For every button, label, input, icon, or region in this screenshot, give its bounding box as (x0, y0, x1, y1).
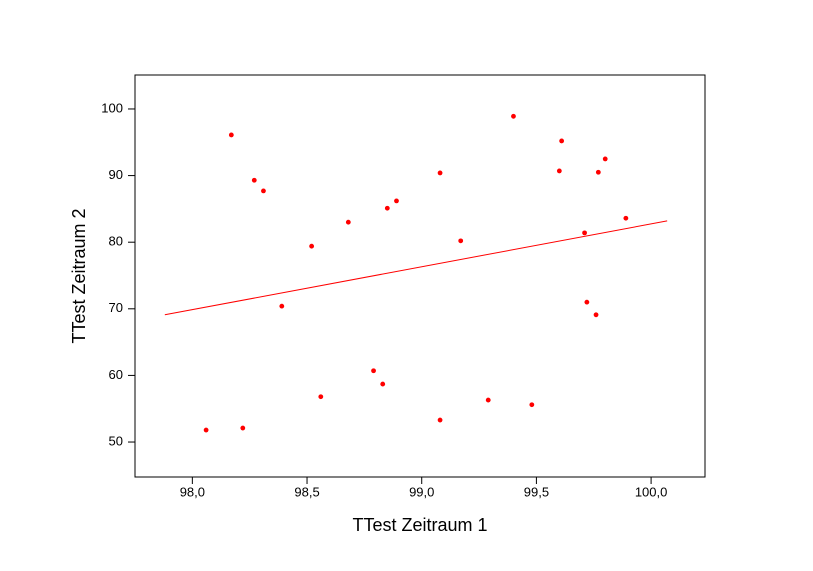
y-tick-label: 100 (101, 100, 123, 115)
plot-frame (134, 74, 706, 478)
scatter-point (394, 198, 399, 204)
x-tick-label: 100,0 (635, 484, 668, 499)
y-tick-label: 60 (109, 367, 123, 382)
scatter-point (251, 177, 257, 183)
scatter-point (559, 138, 565, 144)
scatter-point (318, 394, 324, 400)
x-axis-title: TTest Zeitraum 1 (352, 515, 487, 535)
scatter-point (345, 219, 351, 225)
scatter-point (261, 188, 266, 194)
y-tick-label: 90 (109, 167, 123, 182)
scatter-point (529, 402, 535, 408)
scatter-point (584, 299, 590, 305)
scatter-point (240, 425, 246, 431)
y-tick-label: 50 (109, 433, 123, 448)
scatter-point (437, 170, 443, 176)
scatter-point (582, 230, 587, 236)
scatter-point (595, 169, 601, 175)
scatter-point (279, 303, 285, 309)
scatter-point (593, 312, 599, 318)
x-tick-label: 99,5 (524, 484, 549, 499)
scatter-point (623, 215, 629, 221)
y-tick-label: 80 (109, 234, 123, 249)
y-axis-title: TTest Zeitraum 2 (69, 208, 89, 343)
scatter-point (602, 156, 608, 162)
scatter-point (380, 381, 386, 387)
scatter-point (371, 368, 376, 374)
scatter-point (228, 132, 234, 138)
y-tick-label: 70 (109, 300, 123, 315)
scatter-point (384, 205, 390, 211)
x-tick-label: 99,0 (409, 484, 434, 499)
scatter-point (556, 168, 562, 174)
scatter-point (437, 417, 443, 423)
scatter-point (511, 113, 516, 119)
x-tick-label: 98,0 (180, 484, 205, 499)
scatter-point (485, 397, 491, 403)
scatter-point (309, 243, 315, 249)
scatter-point (458, 238, 464, 244)
x-tick-label: 98,5 (294, 484, 319, 499)
scatter-point (203, 427, 209, 433)
fit-line (164, 220, 668, 316)
